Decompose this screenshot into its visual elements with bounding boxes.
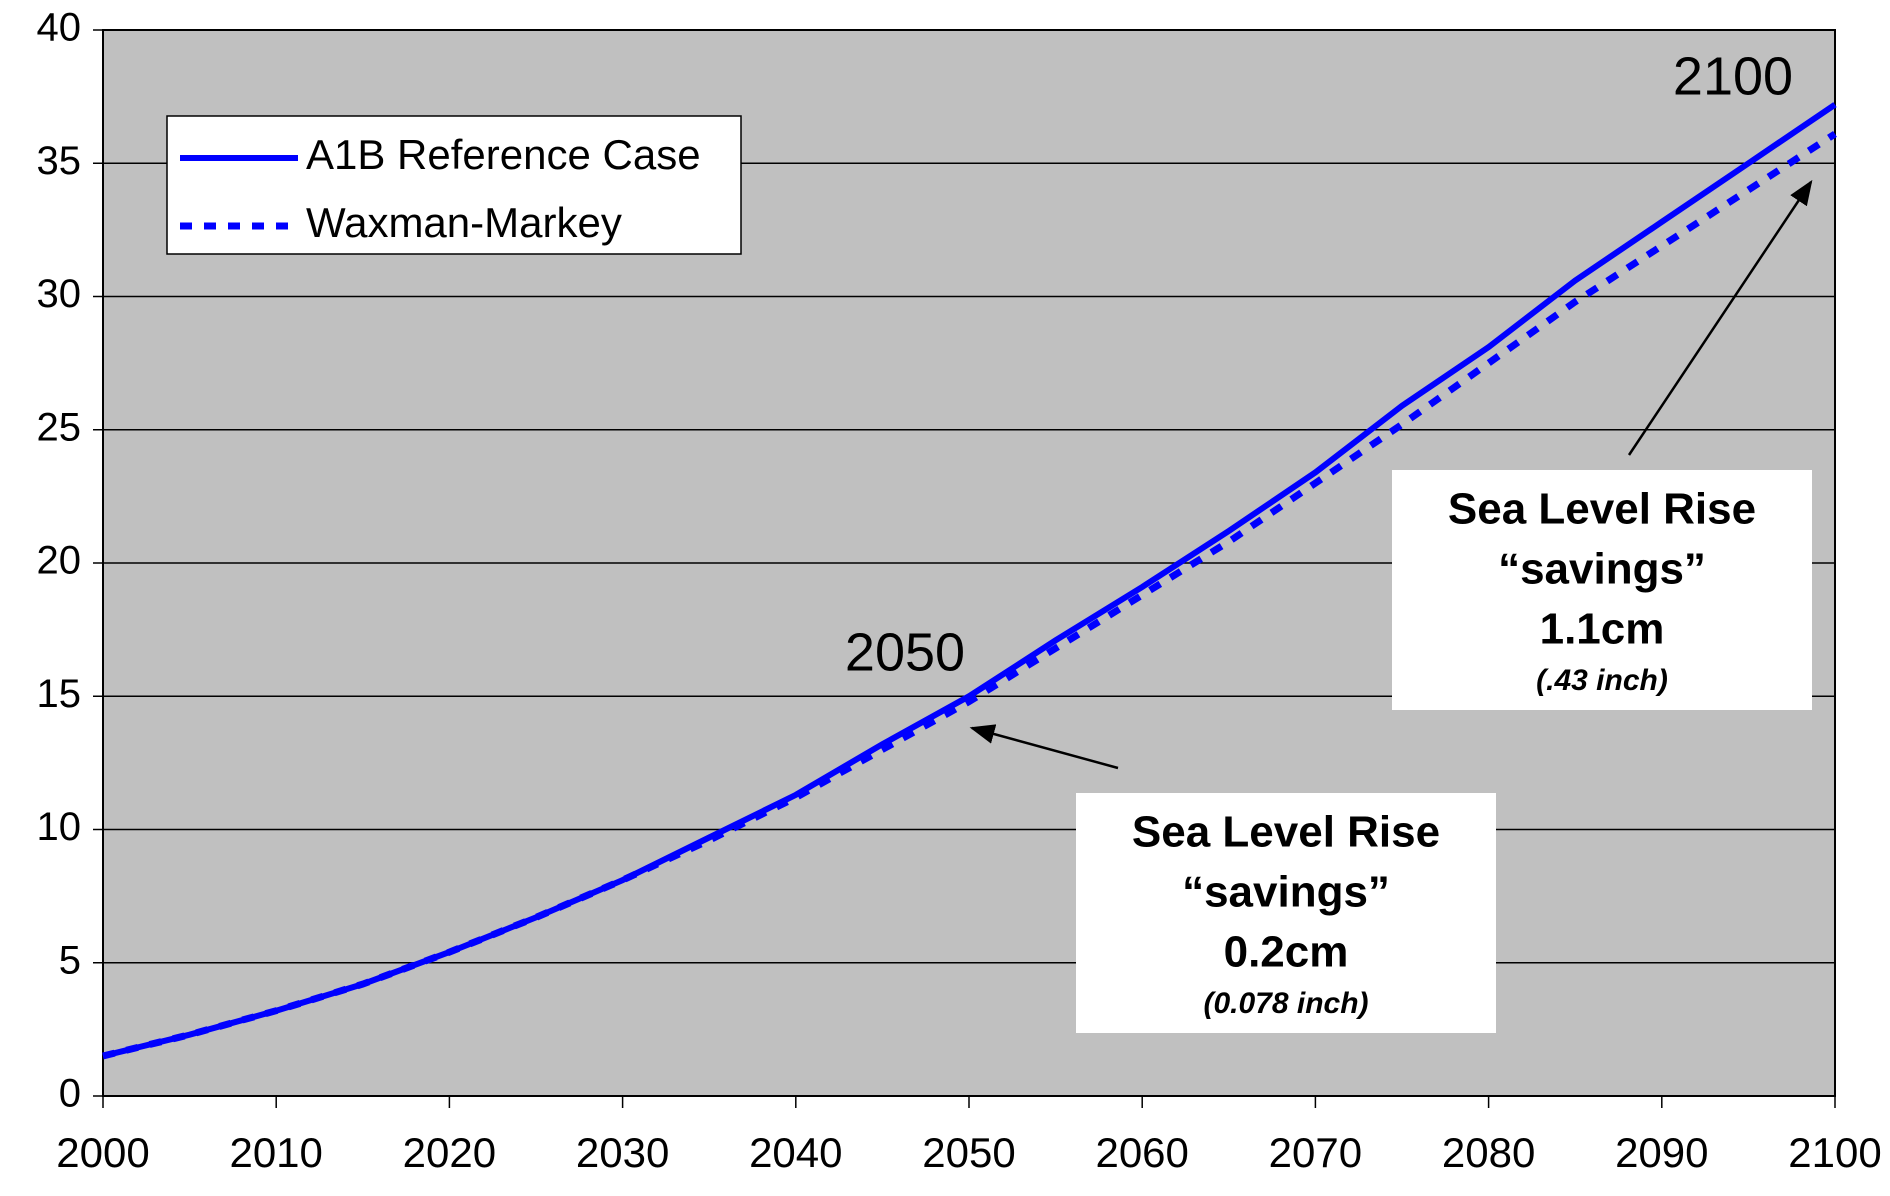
y-tick-label: 35 bbox=[37, 139, 82, 183]
annotation: 2050 bbox=[845, 622, 965, 682]
legend-label: Waxman-Markey bbox=[306, 199, 622, 246]
annotation-line: “savings” bbox=[1182, 868, 1390, 917]
x-tick-label: 2080 bbox=[1442, 1129, 1535, 1176]
y-tick-label: 25 bbox=[37, 405, 82, 449]
y-tick-label: 30 bbox=[37, 272, 82, 316]
annotation-line: (0.078 inch) bbox=[1203, 987, 1368, 1020]
x-tick-label: 2000 bbox=[56, 1129, 149, 1176]
x-tick-label: 2050 bbox=[922, 1129, 1015, 1176]
x-tick-label: 2040 bbox=[749, 1129, 842, 1176]
x-tick-label: 2030 bbox=[576, 1129, 669, 1176]
annotation-line: “savings” bbox=[1498, 545, 1706, 594]
y-tick-label: 10 bbox=[37, 805, 82, 849]
y-tick-label: 20 bbox=[37, 539, 82, 583]
x-tick-label: 2010 bbox=[229, 1129, 322, 1176]
annotation-line: (.43 inch) bbox=[1536, 664, 1668, 697]
annotation-line: 1.1cm bbox=[1540, 605, 1665, 654]
annotation-box bbox=[1392, 470, 1812, 710]
annotation: 2100 bbox=[1673, 46, 1793, 106]
y-tick-label: 40 bbox=[37, 6, 82, 50]
arrow bbox=[1627, 179, 1813, 456]
x-tick-label: 2020 bbox=[403, 1129, 496, 1176]
x-tick-label: 2060 bbox=[1095, 1129, 1188, 1176]
legend-box bbox=[166, 115, 742, 255]
series-line bbox=[102, 102, 1837, 1059]
y-tick-label: 0 bbox=[59, 1072, 81, 1116]
annotation-line: Sea Level Rise bbox=[1448, 485, 1756, 534]
legend-label: A1B Reference Case bbox=[306, 131, 701, 178]
annotation-line: Sea Level Rise bbox=[1132, 808, 1440, 857]
arrow bbox=[969, 724, 1119, 770]
y-tick-label: 5 bbox=[59, 938, 81, 982]
x-tick-label: 2100 bbox=[1788, 1129, 1881, 1176]
annotation-line: 0.2cm bbox=[1224, 928, 1349, 977]
x-tick-label: 2070 bbox=[1269, 1129, 1362, 1176]
series-line bbox=[102, 130, 1837, 1060]
y-tick-label: 15 bbox=[37, 672, 82, 716]
annotation-box bbox=[1076, 793, 1496, 1033]
x-tick-label: 2090 bbox=[1615, 1129, 1708, 1176]
plot-frame bbox=[102, 29, 1836, 1097]
